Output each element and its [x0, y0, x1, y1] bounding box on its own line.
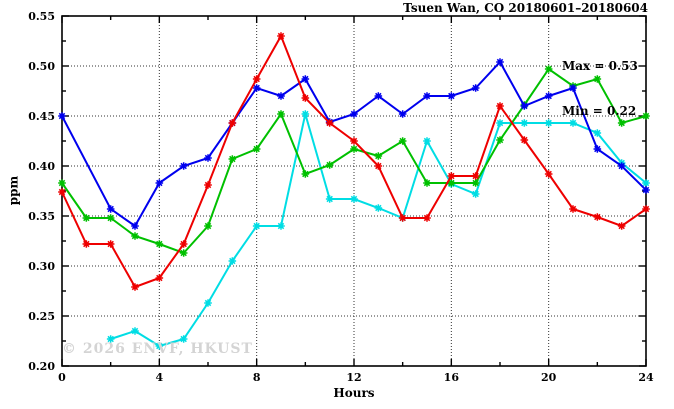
- series-markers-red: [58, 32, 650, 291]
- x-tick-label: 0: [58, 371, 66, 384]
- stats-annotation: Max = 0.53 Min = 0.22: [562, 29, 638, 149]
- series-line-blue: [61, 60, 647, 228]
- y-tick-label: 0.20: [28, 360, 55, 373]
- x-tick-label: 12: [346, 371, 361, 384]
- watermark: © 2026 ENVF, HKUST: [62, 341, 253, 357]
- y-tick-label: 0.45: [28, 110, 55, 123]
- x-tick-label: 16: [444, 371, 460, 384]
- x-tick-label: 8: [253, 371, 261, 384]
- x-tick-label: 24: [638, 371, 654, 384]
- y-tick-label: 0.40: [28, 160, 55, 173]
- y-tick-label: 0.50: [28, 60, 55, 73]
- x-axis-label: Hours: [333, 386, 375, 400]
- min-value-label: Min = 0.22: [562, 104, 637, 118]
- y-tick-label: 0.55: [28, 10, 55, 23]
- series-cyan: [106, 110, 650, 350]
- page-title: Tsuen Wan, CO 20180601–20180604: [403, 1, 648, 15]
- x-tick-label: 20: [541, 371, 557, 384]
- x-tick-label: 4: [156, 371, 164, 384]
- y-axis-label: ppm: [6, 175, 21, 206]
- y-tick-label: 0.30: [28, 260, 55, 273]
- y-tick-label: 0.25: [28, 310, 55, 323]
- y-tick-label: 0.35: [28, 210, 55, 223]
- max-value-label: Max = 0.53: [562, 59, 638, 73]
- series-red: [58, 32, 650, 291]
